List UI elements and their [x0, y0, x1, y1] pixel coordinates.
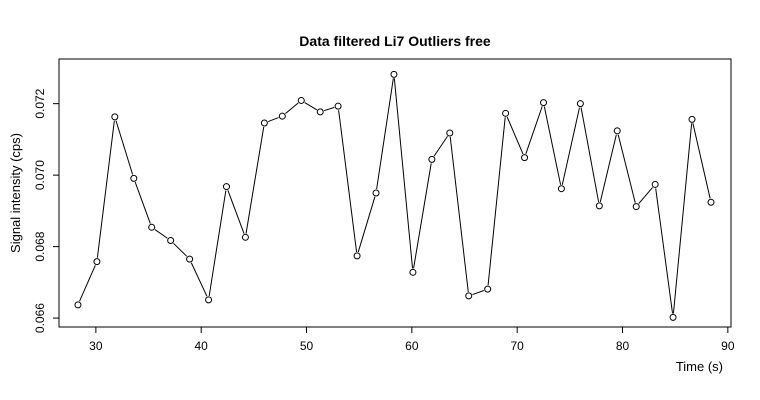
data-point: [167, 237, 175, 245]
data-point: [205, 296, 213, 304]
y-tick-label: 0.066: [33, 303, 47, 333]
data-point: [502, 109, 510, 117]
data-point: [148, 223, 156, 231]
series-segment: [79, 265, 96, 302]
series-segment: [393, 78, 414, 269]
series-segment: [173, 242, 188, 257]
series-segment: [672, 123, 693, 314]
x-tick-label: 90: [721, 339, 735, 353]
series-segment: [599, 134, 617, 203]
series-segment: [413, 163, 432, 269]
data-point: [93, 258, 101, 266]
series-segment: [304, 102, 318, 111]
plot-frame: [58, 58, 732, 328]
series-segment: [154, 229, 168, 239]
series-segment: [543, 106, 562, 185]
data-point: [484, 285, 492, 293]
series-segment: [208, 190, 227, 296]
data-point: [241, 233, 249, 241]
y-tick-label: 0.070: [33, 160, 47, 190]
series-segment: [433, 135, 448, 157]
data-point: [707, 198, 715, 206]
plot-layer: 30 40 50 60 70 80 90 0.066 0.068 0.070 0.072: [33, 70, 735, 353]
y-axis-label: Signal intensity (cps): [8, 133, 23, 253]
data-point: [576, 100, 584, 108]
y-tick-label: 0.068: [33, 231, 47, 261]
series-segment: [267, 117, 279, 123]
data-point: [278, 112, 286, 120]
x-tick-label: 40: [195, 339, 209, 353]
x-tick-label: 30: [89, 339, 103, 353]
data-point: [316, 108, 324, 116]
data-point: [595, 202, 603, 210]
series-segment: [190, 262, 208, 297]
series-segment: [638, 187, 653, 204]
series-segment: [227, 190, 245, 234]
data-point: [465, 292, 473, 300]
series-segment: [323, 106, 335, 112]
data-point: [111, 113, 119, 121]
data-point: [130, 174, 138, 182]
series-segment: [285, 102, 299, 115]
series-segment: [487, 117, 506, 286]
data-point: [222, 183, 230, 191]
series-segment: [449, 136, 469, 292]
data-point: [688, 115, 696, 123]
series-segment: [655, 188, 674, 314]
series-segment: [692, 123, 711, 199]
series-segment: [580, 107, 600, 203]
data-point: [669, 313, 677, 321]
data-point: [632, 203, 640, 211]
data-point: [353, 252, 361, 260]
data-point: [186, 255, 194, 263]
series-segment: [525, 106, 543, 155]
series-segment: [357, 196, 376, 253]
data-point: [540, 99, 548, 107]
series-segment: [561, 107, 580, 185]
series-segment: [245, 126, 265, 234]
data-point: [651, 180, 659, 188]
data-point: [334, 102, 342, 110]
series-segment: [376, 78, 394, 190]
chart-title: Data filtered Li7 Outliers free: [299, 33, 491, 49]
series-segment: [96, 120, 115, 258]
data-point: [446, 129, 454, 137]
series-segment: [338, 110, 358, 252]
x-axis-label: Time (s): [676, 359, 723, 374]
data-point: [260, 119, 268, 127]
data-point: [409, 268, 417, 276]
series-segment: [506, 116, 524, 155]
y-tick-label: 0.072: [33, 88, 47, 118]
data-point: [372, 189, 380, 197]
x-tick-label: 50: [300, 339, 314, 353]
series-segment: [134, 181, 151, 224]
x-tick-label: 70: [511, 339, 525, 353]
series-segment: [115, 120, 134, 175]
series-segment: [472, 290, 485, 296]
data-point: [557, 185, 565, 193]
x-tick-label: 60: [405, 339, 419, 353]
data-point: [297, 96, 305, 104]
data-point: [613, 127, 621, 135]
data-point: [428, 155, 436, 163]
data-point: [521, 154, 529, 162]
data-point: [74, 301, 82, 309]
data-point: [390, 70, 398, 78]
x-tick-label: 80: [616, 339, 630, 353]
series-segment: [617, 134, 636, 203]
